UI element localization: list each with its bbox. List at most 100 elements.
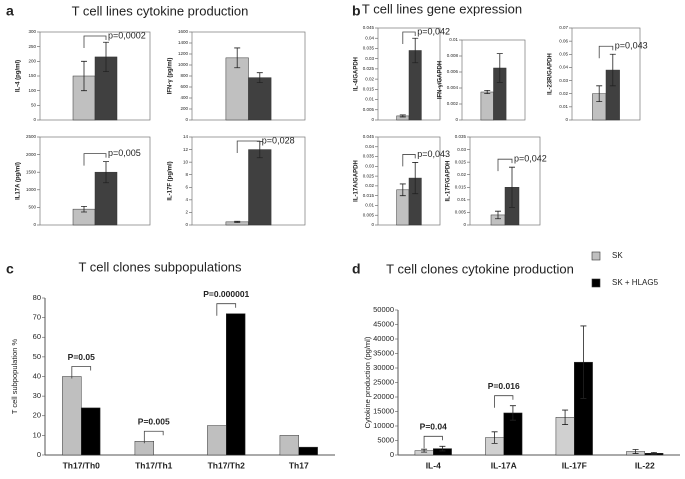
error-bar [399,114,406,118]
y-tick-label: 500 [28,205,36,210]
bar [480,91,494,121]
x-tick-label: Th17/Th2 [208,460,246,470]
y-tick-label: 0.01 [365,203,374,208]
bar [226,313,246,456]
error-bar [509,405,516,421]
panel-label: b [352,3,361,19]
y-tick-label: 0 [455,117,458,122]
error-bar [495,210,501,220]
y-tick-label: 0 [185,222,188,227]
y-tick-label: 10000 [373,421,394,430]
error-bar [596,85,603,102]
y-tick-label: 2500 [26,134,37,139]
legend-label: SK + HLAG5 [612,278,659,287]
p-value: P=0.000001 [203,289,249,299]
x-tick-label: IL-17A [491,460,517,470]
y-tick-label: 70 [33,313,41,322]
significance-bracket [83,153,107,166]
y-tick-label: 0.04 [365,35,374,40]
y-tick-label: 0.07 [559,25,568,30]
y-tick-label: 1200 [178,51,189,56]
significance-bracket [236,140,261,153]
y-tick-label: 1600 [178,29,189,34]
error-bar [234,220,241,223]
y-tick-label: 0.01 [449,37,458,42]
x-tick-label: Th17 [289,460,309,470]
y-tick-label: 0 [33,222,36,227]
p-value: p=0,043 [615,41,648,51]
x-tick-label: Th17/Th0 [63,460,101,470]
p-value: P=0.005 [138,417,170,427]
error-bar [632,449,639,454]
y-axis-label: IL17A (pg/ml) [16,162,22,200]
y-tick-label: 0.04 [365,144,374,149]
y-axis-label: IL-4/GAPDH [354,57,360,91]
y-tick-label: 0 [33,117,36,122]
y-tick-label: 0.03 [457,147,466,152]
y-axis-label: IL-17A/GAPDH [354,160,360,202]
y-tick-label: 8 [185,172,188,177]
y-tick-label: 300 [28,29,36,34]
y-tick-label: 0.01 [559,104,568,109]
y-tick-label: 0.015 [363,87,375,92]
error-bar [484,90,491,94]
bar [298,446,318,456]
y-tick-label: 10 [183,159,189,164]
y-tick-label: 0.05 [559,51,568,56]
y-tick-label: 0.004 [447,85,459,90]
y-tick-label: 0.02 [457,172,466,177]
y-tick-label: 0 [185,117,188,122]
p-value: p=0,005 [108,148,141,158]
significance-bracket [598,45,614,59]
y-tick-label: 40000 [373,334,394,343]
y-tick-label: 0 [371,222,374,227]
y-axis-label: IL-17F (pg/ml) [168,161,174,200]
significance-bracket [143,430,164,444]
p-value: p=0,042 [514,154,547,164]
y-tick-label: 0.045 [363,25,375,30]
significance-bracket [497,158,513,172]
y-tick-label: 0.005 [363,212,375,217]
y-tick-label: 0 [565,117,568,122]
y-tick-label: 400 [180,95,188,100]
bar [279,435,299,456]
y-tick-label: 0.025 [363,173,375,178]
x-tick-label: IL-17F [562,460,587,470]
y-tick-label: 1000 [26,187,37,192]
bar [62,376,82,456]
error-bar [650,451,657,455]
y-tick-label: 0.03 [365,164,374,169]
y-tick-label: 800 [180,73,188,78]
y-tick-label: 0.025 [455,159,467,164]
panel-title: T cell lines gene expression [362,1,522,16]
error-bar [103,161,109,184]
y-tick-label: 0 [37,450,41,459]
x-tick-label: IL-22 [635,460,655,470]
error-bar [81,60,87,92]
significance-bracket [402,154,416,167]
y-tick-label: 0.035 [363,154,375,159]
y-tick-label: 60 [33,332,41,341]
x-tick-label: Th17/Th1 [135,460,173,470]
p-value: p=0,043 [417,149,450,159]
y-tick-label: 80 [33,293,41,302]
error-bar [509,166,515,208]
significance-bracket [71,366,92,379]
y-tick-label: 0 [390,450,394,459]
y-tick-label: 0.045 [363,134,375,139]
y-tick-label: 30000 [373,363,394,372]
panel-title: T cell clones cytokine production [386,261,574,276]
y-tick-label: 0.025 [363,66,375,71]
y-tick-label: 15000 [373,406,394,415]
legend-swatch [591,278,601,288]
y-axis-label: IFN-γ (pg/ml) [168,58,174,95]
panel-title: T cell lines cytokine production [72,3,249,18]
y-tick-label: 14 [183,134,189,139]
bar [134,441,154,456]
p-value: P=0.05 [68,352,95,362]
y-tick-label: 0.015 [363,193,375,198]
y-tick-label: 1000 [178,62,189,67]
y-tick-label: 0.04 [559,65,568,70]
y-tick-label: 40 [33,371,41,380]
